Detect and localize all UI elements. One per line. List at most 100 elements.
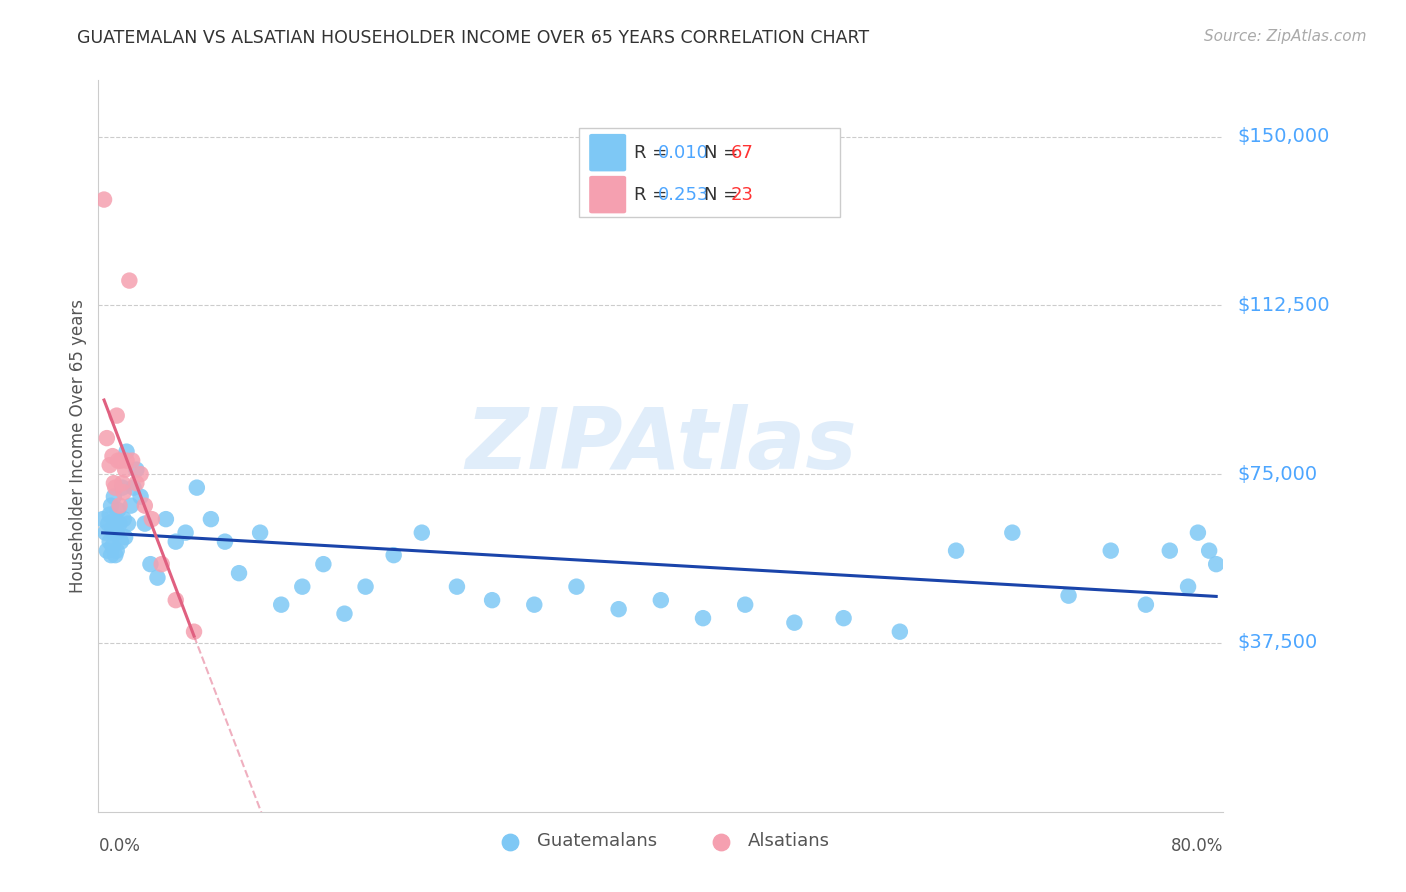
Text: ZIPAtlas: ZIPAtlas xyxy=(465,404,856,488)
Point xyxy=(692,611,714,625)
Text: N =: N = xyxy=(704,186,744,203)
Point xyxy=(291,580,314,594)
Point xyxy=(200,512,222,526)
Point xyxy=(98,534,121,549)
Point xyxy=(945,543,967,558)
Point xyxy=(108,499,131,513)
Text: Source: ZipAtlas.com: Source: ZipAtlas.com xyxy=(1204,29,1367,44)
Point xyxy=(1001,525,1024,540)
Point xyxy=(1198,543,1220,558)
Point xyxy=(101,539,124,553)
Text: 67: 67 xyxy=(731,144,754,161)
Y-axis label: Householder Income Over 65 years: Householder Income Over 65 years xyxy=(69,299,87,593)
Point xyxy=(110,453,132,467)
Point xyxy=(832,611,855,625)
Point xyxy=(98,508,121,522)
Point xyxy=(139,557,162,571)
Point xyxy=(111,476,134,491)
Point xyxy=(174,525,197,540)
Point xyxy=(1187,525,1209,540)
Point xyxy=(97,516,120,531)
Text: 0.010: 0.010 xyxy=(658,144,709,161)
Point xyxy=(100,499,122,513)
Point xyxy=(98,458,121,472)
Point xyxy=(214,534,236,549)
Point xyxy=(411,525,433,540)
Point xyxy=(93,193,115,207)
Point xyxy=(107,503,129,517)
Point xyxy=(155,512,177,526)
Point xyxy=(96,431,118,445)
Point xyxy=(889,624,911,639)
Point xyxy=(134,516,156,531)
Text: $37,500: $37,500 xyxy=(1237,633,1317,652)
Point xyxy=(94,525,117,540)
Text: GUATEMALAN VS ALSATIAN HOUSEHOLDER INCOME OVER 65 YEARS CORRELATION CHART: GUATEMALAN VS ALSATIAN HOUSEHOLDER INCOM… xyxy=(77,29,869,46)
Point xyxy=(141,512,163,526)
Point xyxy=(100,548,122,562)
Point xyxy=(134,499,156,513)
Text: 80.0%: 80.0% xyxy=(1171,837,1223,855)
Point xyxy=(125,476,148,491)
Point xyxy=(114,530,136,544)
Point xyxy=(1159,543,1181,558)
Point xyxy=(108,516,131,531)
Point xyxy=(1057,589,1080,603)
Text: R =: R = xyxy=(634,186,673,203)
Text: $112,500: $112,500 xyxy=(1237,296,1330,315)
Point xyxy=(105,543,128,558)
Point xyxy=(111,481,134,495)
Point xyxy=(1099,543,1122,558)
Point xyxy=(105,525,128,540)
Point xyxy=(446,580,468,594)
Point xyxy=(115,453,138,467)
Point xyxy=(183,624,205,639)
Point xyxy=(1205,557,1227,571)
Point xyxy=(312,557,335,571)
Point xyxy=(122,481,145,495)
Point xyxy=(96,543,118,558)
Point xyxy=(270,598,292,612)
Point xyxy=(121,453,143,467)
Point xyxy=(101,449,124,463)
Point xyxy=(104,512,127,526)
Point xyxy=(783,615,806,630)
Point xyxy=(354,580,377,594)
Text: R =: R = xyxy=(634,144,673,161)
Point xyxy=(186,481,208,495)
Point xyxy=(104,481,127,495)
Point xyxy=(523,598,546,612)
Point xyxy=(103,476,125,491)
Point xyxy=(107,453,129,467)
Point xyxy=(565,580,588,594)
Point xyxy=(382,548,405,562)
Point xyxy=(101,521,124,535)
Point xyxy=(150,557,173,571)
Point xyxy=(650,593,672,607)
Point xyxy=(120,499,142,513)
Text: 0.0%: 0.0% xyxy=(98,837,141,855)
Point xyxy=(103,490,125,504)
Point xyxy=(110,534,132,549)
Point xyxy=(117,516,139,531)
Text: $150,000: $150,000 xyxy=(1237,127,1330,146)
Point xyxy=(333,607,356,621)
Point xyxy=(112,485,135,500)
Point xyxy=(91,512,114,526)
Point xyxy=(1135,598,1157,612)
Point xyxy=(118,274,141,288)
Point xyxy=(734,598,756,612)
Point xyxy=(165,593,187,607)
Point xyxy=(105,409,128,423)
Legend: Guatemalans, Alsatians: Guatemalans, Alsatians xyxy=(485,825,837,857)
Text: $75,000: $75,000 xyxy=(1237,465,1317,483)
Point xyxy=(115,444,138,458)
Point xyxy=(112,512,135,526)
Point xyxy=(165,534,187,549)
Point xyxy=(129,467,152,482)
Point xyxy=(228,566,250,581)
Text: N =: N = xyxy=(704,144,744,161)
Point xyxy=(114,462,136,476)
Point xyxy=(146,571,169,585)
Point xyxy=(103,525,125,540)
